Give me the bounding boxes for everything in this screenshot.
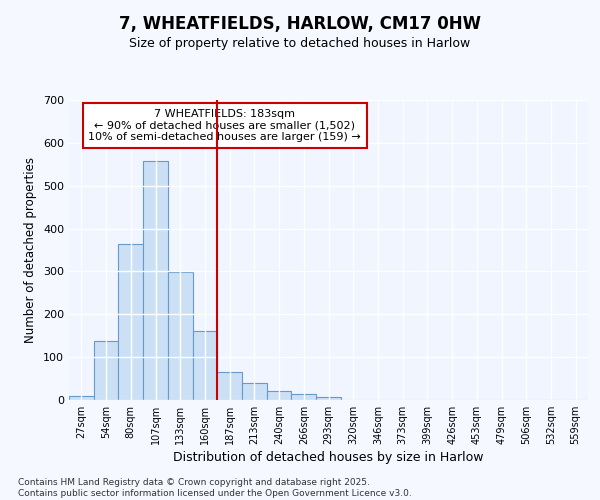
Bar	[168, 272, 193, 400]
Bar	[242, 383, 267, 400]
Text: 7 WHEATFIELDS: 183sqm
← 90% of detached houses are smaller (1,502)
10% of semi-d: 7 WHEATFIELDS: 183sqm ← 90% of detached …	[88, 109, 361, 142]
Text: Contains HM Land Registry data © Crown copyright and database right 2025.
Contai: Contains HM Land Registry data © Crown c…	[18, 478, 412, 498]
Bar	[193, 332, 217, 400]
Bar	[118, 244, 143, 400]
Bar	[94, 342, 118, 400]
Bar	[292, 394, 316, 400]
Bar	[69, 396, 94, 400]
Bar	[316, 397, 341, 400]
X-axis label: Distribution of detached houses by size in Harlow: Distribution of detached houses by size …	[173, 451, 484, 464]
Text: 7, WHEATFIELDS, HARLOW, CM17 0HW: 7, WHEATFIELDS, HARLOW, CM17 0HW	[119, 15, 481, 33]
Bar	[217, 372, 242, 400]
Bar	[143, 162, 168, 400]
Bar	[267, 390, 292, 400]
Y-axis label: Number of detached properties: Number of detached properties	[25, 157, 37, 343]
Text: Size of property relative to detached houses in Harlow: Size of property relative to detached ho…	[130, 38, 470, 51]
